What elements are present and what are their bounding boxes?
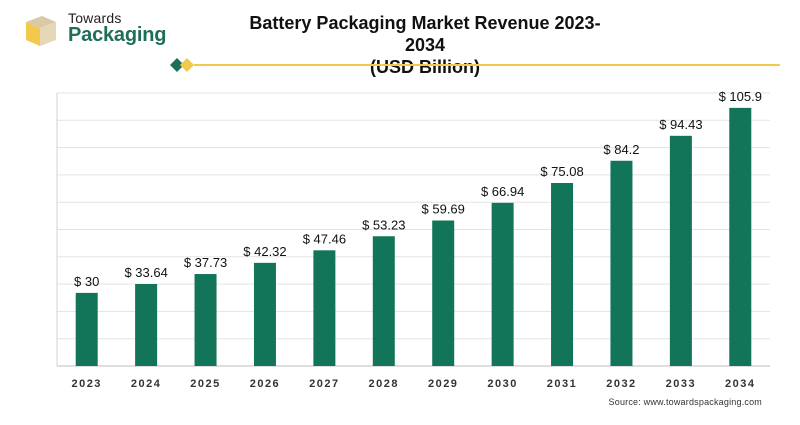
data-label-2034: $ 105.9 — [719, 89, 762, 104]
chart-title-block: Battery Packaging Market Revenue 2023-20… — [230, 12, 620, 78]
logo-cube-icon — [26, 16, 56, 46]
bar-2033 — [669, 135, 692, 366]
bar-2031 — [551, 182, 574, 366]
bar-2026 — [253, 262, 276, 366]
data-label-2025: $ 37.73 — [184, 255, 227, 270]
x-tick-label-2023: 2023 — [71, 378, 101, 390]
data-label-2027: $ 47.46 — [303, 231, 346, 246]
bar-2029 — [432, 220, 455, 366]
bar-2024 — [135, 284, 158, 366]
title-divider — [170, 58, 780, 72]
chart-subtitle: (USD Billion) — [370, 57, 480, 77]
logo-text-towards: Towards — [68, 10, 122, 26]
source-note: Source: www.towardspackaging.com — [608, 397, 762, 407]
bar-2030 — [491, 202, 514, 366]
bar-2027 — [313, 250, 336, 366]
x-tick-label-2031: 2031 — [547, 378, 577, 390]
bar-2028 — [372, 236, 395, 366]
divider-diamond-gold-icon — [180, 58, 194, 72]
data-label-2026: $ 42.32 — [243, 244, 286, 259]
x-tick-label-2029: 2029 — [428, 378, 458, 390]
brand-logo: Towards Packaging — [22, 10, 172, 52]
logo-text-packaging: Packaging — [68, 24, 167, 46]
data-label-2033: $ 94.43 — [659, 117, 702, 132]
x-tick-label-2027: 2027 — [309, 378, 339, 390]
data-label-2030: $ 66.94 — [481, 184, 524, 199]
data-label-2024: $ 33.64 — [124, 265, 167, 280]
data-label-2031: $ 75.08 — [540, 164, 583, 179]
divider-diamond-dark-icon — [170, 58, 184, 72]
bar-2034 — [729, 107, 752, 367]
x-tick-label-2034: 2034 — [725, 378, 755, 390]
chart-title: Battery Packaging Market Revenue 2023-20… — [249, 13, 601, 55]
x-tick-label-2030: 2030 — [487, 378, 517, 390]
bar-2025 — [194, 274, 217, 366]
bar-2032 — [610, 160, 633, 366]
data-label-2028: $ 53.23 — [362, 217, 405, 232]
x-tick-label-2028: 2028 — [369, 378, 399, 390]
x-tick-label-2033: 2033 — [666, 378, 696, 390]
data-label-2032: $ 84.2 — [603, 142, 639, 157]
x-tick-label-2025: 2025 — [190, 378, 220, 390]
x-tick-label-2026: 2026 — [250, 378, 280, 390]
x-tick-label-2032: 2032 — [606, 378, 636, 390]
x-tick-label-2024: 2024 — [131, 378, 161, 390]
data-label-2029: $ 59.69 — [422, 202, 465, 217]
bar-2023 — [75, 292, 98, 366]
data-label-2023: $ 30 — [74, 274, 99, 289]
